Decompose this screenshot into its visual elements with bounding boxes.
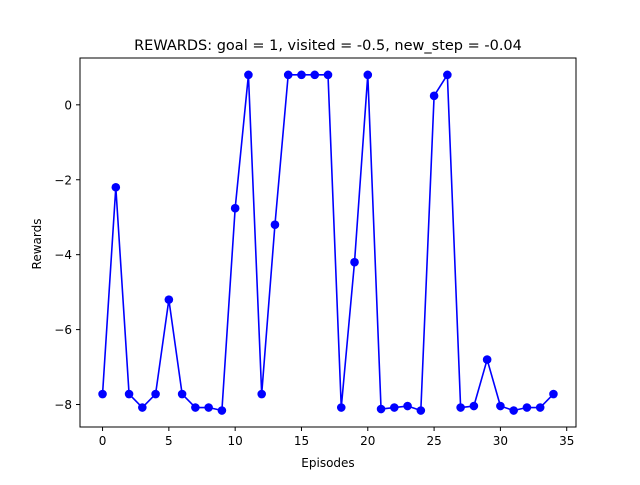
data-point: [310, 70, 320, 80]
data-point: [138, 403, 147, 412]
data-point: [217, 406, 227, 415]
data-point: [244, 70, 253, 80]
data-point: [350, 257, 359, 267]
data-point: [549, 389, 558, 399]
data-point: [403, 401, 412, 411]
data-point: [257, 389, 266, 399]
plot-area: [98, 70, 558, 415]
x-tick-label: 5: [165, 434, 173, 448]
data-point: [509, 406, 518, 415]
data-point: [177, 389, 187, 399]
data-point: [111, 182, 121, 192]
data-point: [270, 220, 280, 230]
y-tick-label: −6: [54, 323, 72, 337]
x-axis-label: Episodes: [301, 456, 354, 470]
axes-frame: [79, 57, 577, 428]
data-point: [390, 403, 399, 412]
y-tick-label: 0: [64, 98, 72, 112]
data-point: [164, 295, 174, 304]
data-point: [535, 403, 545, 412]
data-point: [363, 70, 373, 80]
data-point: [496, 401, 505, 411]
data-point: [443, 70, 452, 80]
data-point: [283, 70, 293, 80]
x-tick-label: 25: [426, 434, 441, 448]
x-axis-ticks: 0 5 10 15 20 25 30 35: [99, 427, 574, 448]
data-point: [456, 403, 465, 412]
x-tick-label: 10: [228, 434, 243, 448]
data-point: [191, 403, 200, 412]
data-point: [429, 91, 439, 101]
chart-title: REWARDS: goal = 1, visited = -0.5, new_s…: [134, 38, 522, 54]
data-point: [323, 70, 333, 80]
x-tick-label: 0: [99, 434, 107, 448]
y-tick-label: −4: [54, 248, 72, 262]
y-axis-ticks: −8 −6 −4 −2 0: [54, 98, 80, 412]
data-point: [151, 389, 160, 399]
data-point: [522, 403, 532, 412]
data-point: [204, 403, 213, 412]
data-point: [482, 355, 492, 364]
data-point: [230, 203, 240, 213]
data-point: [376, 404, 386, 414]
x-tick-label: 15: [294, 434, 309, 448]
data-point: [336, 403, 346, 412]
y-tick-label: −2: [54, 173, 72, 187]
data-point: [469, 401, 479, 411]
data-point: [297, 70, 306, 80]
y-tick-label: −8: [54, 398, 72, 412]
x-tick-label: 20: [360, 434, 375, 448]
data-point: [416, 406, 426, 415]
x-tick-label: 30: [493, 434, 508, 448]
data-point: [98, 389, 107, 399]
x-tick-label: 35: [559, 434, 574, 448]
data-point: [124, 389, 134, 399]
y-axis-label: Rewards: [30, 219, 44, 270]
